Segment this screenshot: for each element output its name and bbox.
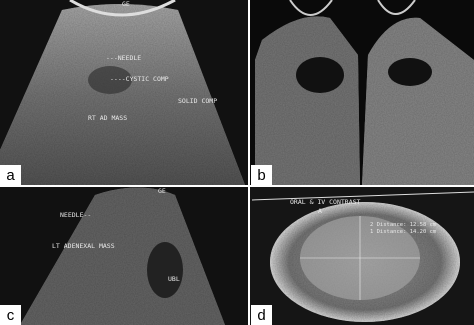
- cyst: [88, 66, 132, 94]
- probe-arc: [69, 0, 176, 17]
- annotation: RT AD MASS: [88, 114, 127, 122]
- annotation: UBL: [168, 275, 180, 283]
- annotation: GE: [158, 187, 166, 195]
- panel-label: b: [257, 167, 265, 184]
- annotation: ORAL & IV CONTRAST: [290, 198, 361, 206]
- annotation: LT ADENEXAL MASS: [52, 242, 115, 250]
- panel-label: a: [6, 167, 15, 184]
- label-box: [251, 305, 272, 325]
- annotation: A: [318, 207, 322, 215]
- annotation: GE: [122, 0, 130, 8]
- label-box: [251, 165, 272, 185]
- ruler: [251, 191, 474, 201]
- panel-label: d: [257, 307, 265, 324]
- label-box: [0, 305, 21, 325]
- bladder: [147, 242, 183, 298]
- annotation: 1 Distance: 14.20 cm: [370, 229, 437, 235]
- ultrasound-fan: [362, 17, 474, 185]
- cyst: [388, 58, 432, 86]
- probe-arc: [289, 0, 416, 16]
- ultrasound-fan: [0, 4, 245, 185]
- panel-label: c: [7, 307, 15, 324]
- annotation: SOLID COMP: [178, 97, 217, 105]
- annotation: NEEDLE--: [60, 211, 91, 219]
- label-box: [0, 165, 21, 185]
- annotation: ----CYSTIC COMP: [110, 75, 169, 83]
- annotation: ---NEEDLE: [106, 54, 141, 62]
- ultrasound-fan: [255, 16, 360, 185]
- cyst: [296, 57, 344, 93]
- annotation: 2 Distance: 12.58 cm: [370, 222, 437, 228]
